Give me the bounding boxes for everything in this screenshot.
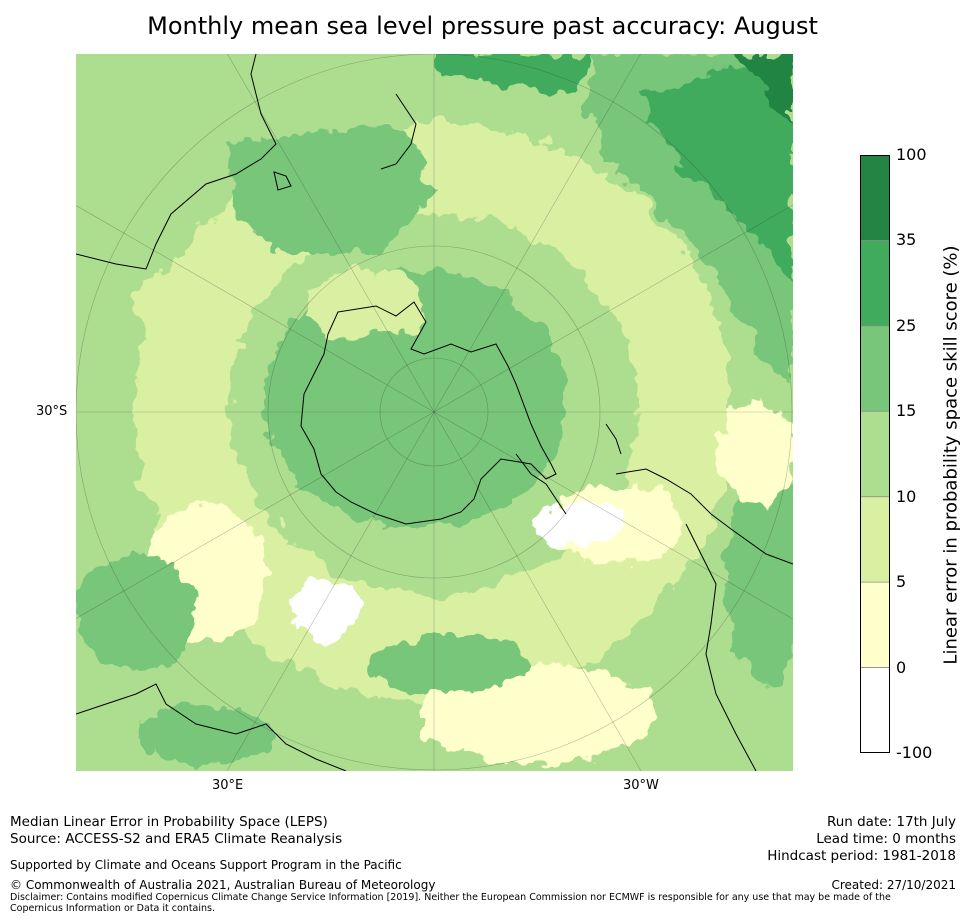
coastlines	[76, 54, 793, 771]
meridian-60e	[76, 411, 435, 619]
meridian-30e	[226, 411, 435, 771]
colorbar-tick-label: 0	[896, 657, 907, 677]
colorbar-band	[860, 667, 890, 753]
patch-light-6	[136, 274, 216, 334]
lat-circle-30	[76, 54, 793, 771]
coast-peninsula	[515, 453, 567, 515]
colorbar-band	[860, 582, 890, 668]
colorbar-tick-label: 10	[896, 486, 917, 506]
patch-mid-3	[136, 704, 276, 764]
colorbar	[860, 155, 890, 753]
coast-australia	[76, 54, 277, 270]
colorbar-tick-label: 15	[896, 401, 917, 421]
patch-light-4	[306, 269, 426, 339]
polar-map	[76, 54, 793, 771]
meridian-150e	[227, 54, 435, 413]
colorbar-tick-label: 100	[896, 145, 927, 164]
colorbar-band	[860, 411, 890, 497]
coast-new-zealand	[380, 93, 417, 170]
lon-label-30w: 30°W	[623, 778, 659, 793]
colorbar-band	[860, 240, 890, 326]
coast-tasmania	[273, 171, 292, 191]
patch-mid-2	[76, 554, 196, 674]
colorbar-band	[860, 155, 890, 241]
zone-tasman	[226, 124, 436, 254]
zone-corner-darkest	[736, 54, 793, 124]
graticule	[76, 54, 793, 771]
colorbar-border	[860, 155, 890, 753]
lat-label-30s: 30°S	[36, 404, 68, 419]
footer-disclaimer: Disclaimer: Contains modified Copernicus…	[10, 892, 891, 914]
zone-north-green	[436, 54, 596, 94]
footer-source: Source: ACCESS-S2 and ERA5 Climate Reana…	[10, 831, 343, 847]
footer-lead-time: Lead time: 0 months	[816, 831, 956, 847]
meridian-120e	[76, 205, 435, 413]
patch-light-5	[716, 404, 793, 504]
meridian-30w	[433, 411, 642, 771]
footer-copyright: © Commonwealth of Australia 2021, Austra…	[10, 878, 436, 892]
coast-africa	[76, 683, 347, 771]
colorbar-tick-label: -100	[896, 743, 933, 762]
chart-title: Monthly mean sea level pressure past acc…	[147, 12, 818, 40]
coast-south-america	[615, 468, 793, 771]
colorbar-label: Linear error in probability space skill …	[940, 245, 962, 665]
colorbar-tick-label: 35	[896, 230, 917, 250]
patch-white-2	[291, 579, 361, 639]
colorbar-band	[860, 496, 890, 583]
patch-mid-4	[726, 464, 793, 684]
patch-white-1	[531, 502, 621, 546]
meridian-60w	[433, 411, 793, 620]
lat-circle-60	[267, 245, 601, 579]
footer-support: Supported by Climate and Oceans Support …	[10, 858, 402, 872]
colorbar-tick-label: 5	[896, 572, 907, 592]
patch-mid-1	[366, 634, 526, 694]
footer-run-date: Run date: 17th July	[826, 814, 956, 830]
colorbar-band	[860, 325, 890, 412]
footer-method: Median Linear Error in Probability Space…	[10, 814, 328, 830]
coast-southern-tip-south-america	[605, 423, 622, 455]
footer-hindcast: Hindcast period: 1981-2018	[767, 848, 956, 864]
meridian-120w	[433, 204, 793, 413]
footer-created: Created: 27/10/2021	[831, 878, 956, 892]
meridian-150w	[433, 54, 641, 413]
lat-circle-80	[379, 357, 489, 467]
zone-northeast-darker	[636, 54, 793, 284]
lon-label-30e: 30°E	[212, 778, 244, 793]
colorbar-tick-label: 25	[896, 315, 917, 335]
coast-antarctica	[300, 301, 557, 525]
